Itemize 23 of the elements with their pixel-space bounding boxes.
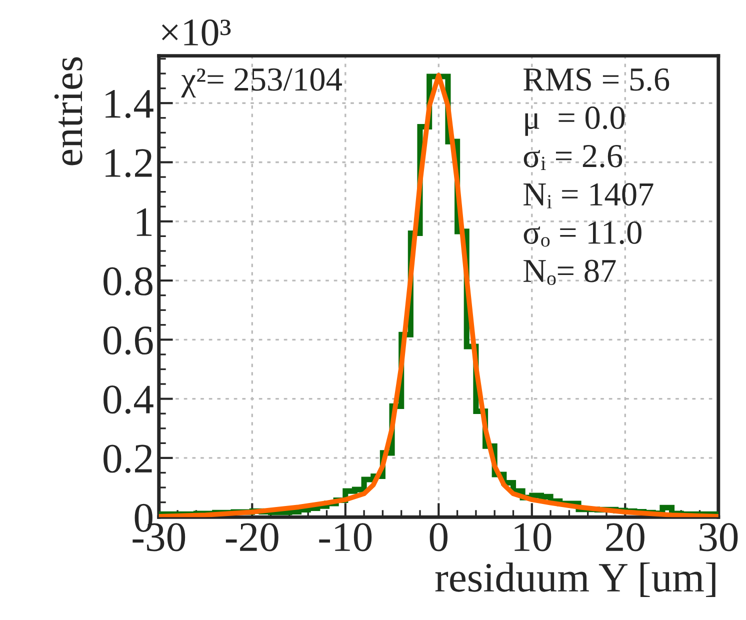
x-axis-title: residuum Y [um] (435, 562, 716, 597)
annotation: μ = 0.0 (525, 106, 625, 136)
y-tick-label: 0.6 (104, 326, 153, 355)
annotation: Nₒ= 87 (524, 260, 616, 286)
annotation: RMS = 5.6 (524, 68, 670, 91)
x-tick-label: 0 (430, 523, 448, 552)
annotation: σₒ = 11.0 (524, 221, 642, 247)
x-tick-label: 20 (606, 523, 644, 552)
x-tick-label: 30 (700, 523, 738, 552)
y-tick-label: 0.8 (104, 267, 152, 296)
x-tick-label: -10 (319, 523, 372, 552)
annotation: Nᵢ = 1407 (524, 183, 654, 208)
y-axis-title: entries (54, 57, 82, 166)
y-tick-label: 0.2 (104, 444, 152, 473)
annotation: χ²= 253/104 (181, 68, 342, 98)
x-tick-label: -20 (226, 523, 278, 552)
y-tick-label: 1.4 (106, 90, 154, 118)
y-tick-label: 1.2 (106, 149, 152, 178)
text: ×10³ (162, 19, 231, 46)
annotation: σᵢ = 2.6 (524, 144, 622, 170)
x-tick-label: 10 (514, 523, 552, 552)
y-tick-label: 1 (136, 208, 152, 236)
y-tick-label: 0.4 (104, 386, 154, 414)
